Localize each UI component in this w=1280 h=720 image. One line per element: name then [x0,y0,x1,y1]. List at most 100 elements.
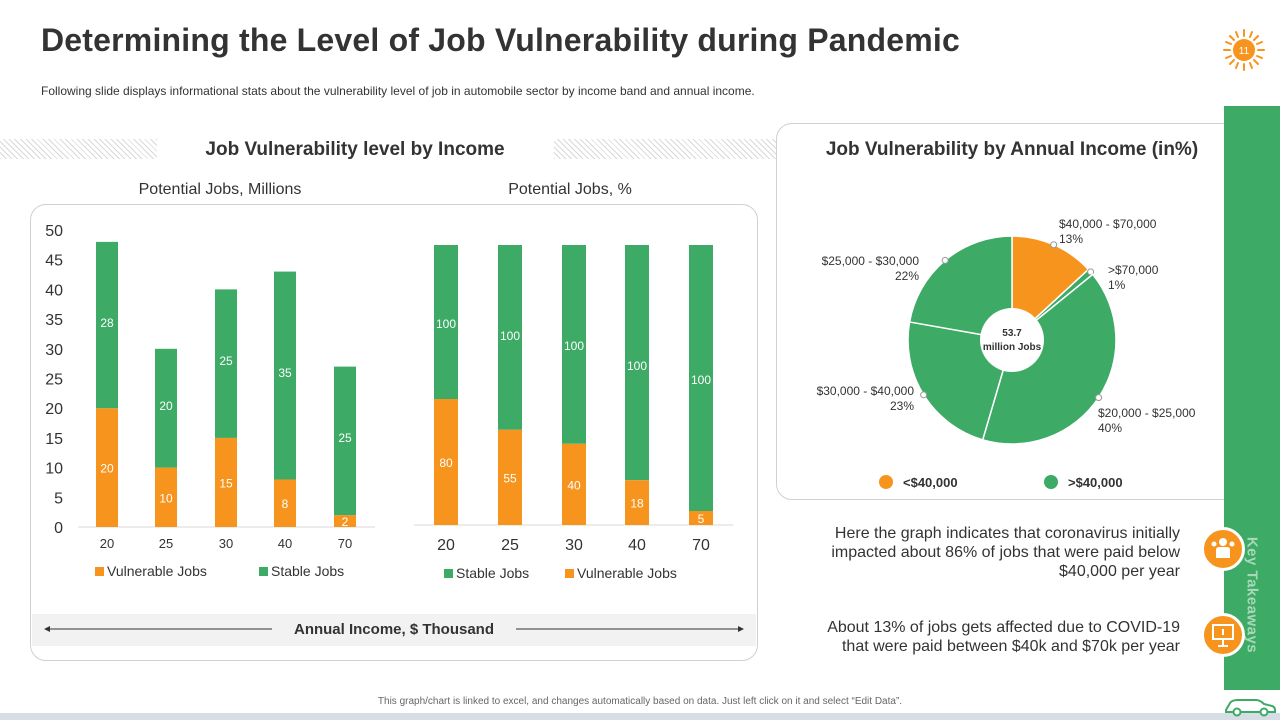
chart2-label-vulnerable-25: 55 [503,471,517,485]
chart1-y-tick-2: 10 [45,461,63,478]
chart2-bar-stable-30 [562,245,586,444]
donut-slice-label-0: $40,000 - $70,000 [1059,217,1157,231]
chart1-bar-stable-30 [215,289,237,438]
donut-slice-pct-3: 23% [890,399,914,413]
chart1-bar-stable-20 [96,241,118,409]
bar-charts: 0510152025303540455020282010202515253083… [45,223,733,554]
people-icon [1201,527,1245,571]
chart2-label-vulnerable-30: 40 [567,478,581,492]
bar-charts-panel [30,204,758,661]
chart2-label-vulnerable-40: 18 [630,497,644,511]
donut-slice-pct-0: 13% [1059,232,1083,246]
takeaway-2-text: About 13% of jobs gets affected due to C… [827,619,1180,655]
right-section-title: Job Vulnerability by Annual Income (in%) [825,139,1199,160]
donut-slice-marker-0 [1050,241,1058,249]
page-subtitle: Following slide displays informational s… [41,84,755,98]
donut-slice-pct-4: 22% [895,269,919,283]
donut-slice-marker-4 [941,256,949,264]
donut-slice-marker-2 [1095,394,1103,402]
footer-strip [0,713,1280,720]
chart1-label-stable-30: 25 [219,354,233,368]
footer-note: This graph/chart is linked to excel, and… [377,696,903,707]
chart1-y-tick-6: 30 [45,342,63,359]
chart1-y-tick-5: 25 [45,372,63,389]
presentation-icon [1201,613,1245,657]
donut-legend-label-1: >$40,000 [1068,475,1123,490]
donut-legend-dot-1 [1044,475,1058,489]
chart2-label-vulnerable-20: 80 [439,456,453,470]
x-axis-banner: Annual Income, $ Thousand [32,614,756,646]
chart2-bar-vulnerable-40 [625,480,649,525]
chart1-x-tick-25: 25 [159,536,173,551]
car-icon [1222,692,1278,718]
donut-legend-dot-0 [879,475,893,489]
hatch-decoration-middle [554,139,801,159]
chart1-label-vulnerable-70: 2 [342,515,349,529]
chart2-x-tick-70: 70 [692,537,710,554]
donut-slice-label-2: $20,000 - $25,000 [1098,406,1196,420]
chart1-y-tick-8: 40 [45,282,63,299]
chart1-label-stable-25: 20 [159,399,173,413]
donut-center-unit: million Jobs [983,342,1042,353]
chart1-y-tick-0: 0 [54,520,63,537]
chart1-x-tick-40: 40 [278,536,292,551]
chart2-label-stable-70: 100 [691,373,711,387]
chart2-x-tick-20: 20 [437,537,455,554]
chart1-x-tick-30: 30 [219,536,233,551]
chart1-legend-stable: Stable Jobs [259,563,344,579]
chart1-bar-vulnerable-30 [215,437,237,527]
chart2-label-stable-25: 100 [500,329,520,343]
donut-center-value: 53.7 [1002,328,1022,339]
chart1-label-stable-40: 35 [278,366,292,380]
x-axis-banner-label: Annual Income, $ Thousand [293,621,495,638]
chart1-y-tick-9: 45 [45,253,63,270]
chart2-bar-vulnerable-20 [434,399,458,525]
hatch-decoration-left [0,139,157,159]
takeaway-1-text: Here the graph indicates that coronaviru… [831,525,1180,580]
chart2-bar-stable-25 [498,245,522,430]
chart1-label-stable-20: 28 [100,316,114,330]
donut-slice-label-4: $25,000 - $30,000 [822,254,920,268]
chart2-label-stable-30: 100 [564,339,584,353]
chart1-label-vulnerable-25: 10 [159,491,173,505]
chart2-bar-vulnerable-70 [689,511,713,525]
chart1-label-vulnerable-40: 8 [282,497,289,511]
chart2-bar-stable-40 [625,245,649,481]
chart2-bar-stable-70 [689,245,713,511]
left-section-title: Job Vulnerability level by Income [205,139,505,160]
donut-slice-marker-3 [920,391,928,399]
chart1-label-vulnerable-30: 15 [219,476,233,490]
chart1-legend-vulnerable: Vulnerable Jobs [95,563,207,579]
donut-slice-label-3: $30,000 - $40,000 [817,384,915,398]
chart2-legend-vulnerable: Vulnerable Jobs [565,565,677,581]
chart2-title: Potential Jobs, % [508,181,632,198]
logo-number: 11 [1239,46,1250,57]
chart2-label-stable-20: 100 [436,317,456,331]
donut-slice-pct-1: 1% [1108,278,1126,292]
chart2-bar-vulnerable-30 [562,443,586,525]
chart2-bar-vulnerable-25 [498,429,522,525]
chart2-x-tick-30: 30 [565,537,583,554]
chart1-bar-stable-40 [274,271,296,480]
chart1-y-tick-3: 15 [45,431,63,448]
chart1-y-tick-4: 20 [45,401,63,418]
donut-slice-pct-2: 40% [1098,421,1122,435]
donut-legend-label-0: <$40,000 [903,475,958,490]
chart1-bar-vulnerable-20 [96,408,118,527]
chart1-y-tick-7: 35 [45,312,63,329]
chart1-label-vulnerable-20: 20 [100,462,114,476]
chart1-bar-vulnerable-40 [274,479,296,527]
chart2-bar-stable-20 [434,245,458,399]
donut-slice-marker-1 [1087,268,1095,276]
key-takeaways-sidebar [1224,106,1280,690]
chart2-label-vulnerable-70: 5 [698,512,705,526]
donut-hole [980,308,1044,372]
sun-logo-icon: 11 [1222,28,1266,72]
chart1-bar-vulnerable-25 [155,467,177,527]
chart2-legend-stable: Stable Jobs [444,565,529,581]
chart1-bar-stable-25 [155,348,177,468]
chart1-label-stable-70: 25 [338,431,352,445]
chart2-label-stable-40: 100 [627,359,647,373]
chart1-title: Potential Jobs, Millions [138,181,302,198]
